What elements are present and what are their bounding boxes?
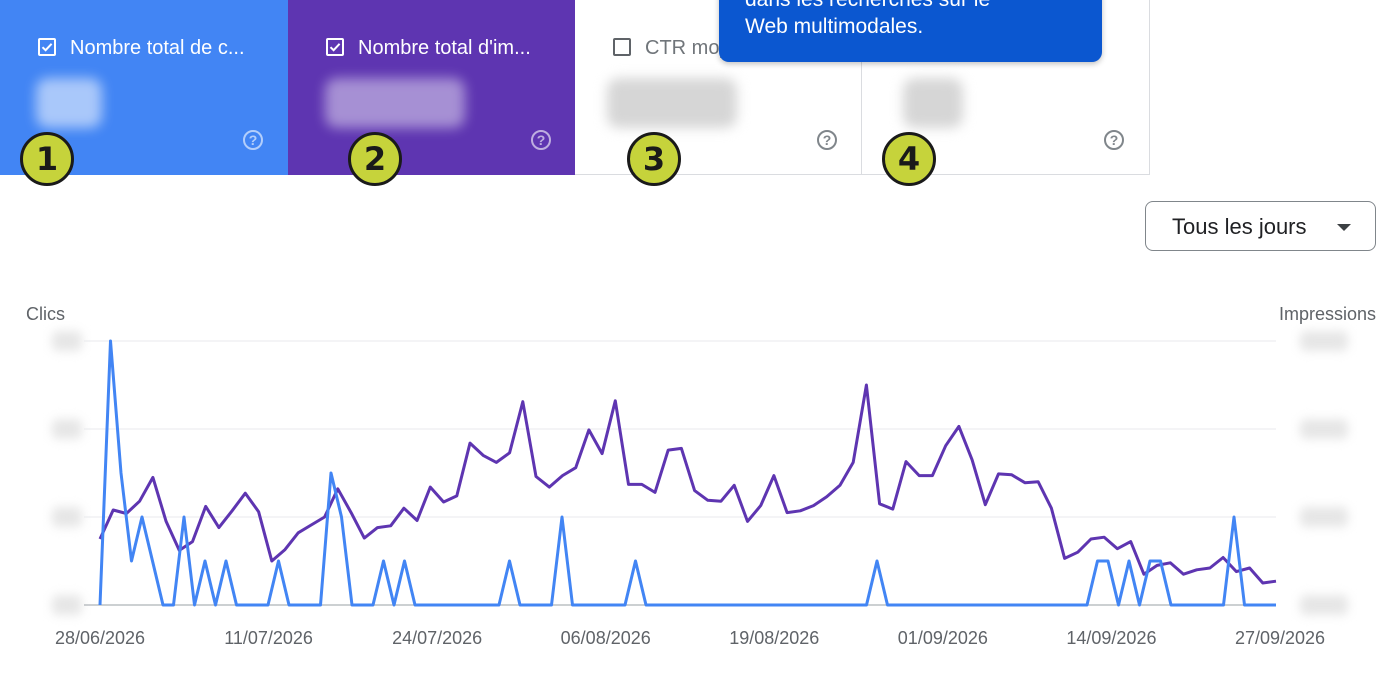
tooltip-popup: dans les recherches sur le Web multimoda… xyxy=(719,0,1102,62)
help-icon[interactable]: ? xyxy=(1104,130,1124,150)
right-axis-tick-blurred xyxy=(1300,595,1348,615)
metric-value-blurred xyxy=(36,78,102,128)
right-axis-tick-blurred xyxy=(1300,507,1348,527)
select-value: Tous les jours xyxy=(1172,214,1307,239)
metric-value-blurred xyxy=(325,78,465,128)
left-axis-title: Clics xyxy=(26,304,65,324)
metric-label: Nombre total d'im... xyxy=(358,37,531,59)
metric-value-blurred xyxy=(607,78,737,128)
annotation-badge-2: 2 xyxy=(348,132,402,186)
metric-card-total-impressions[interactable]: Nombre total d'im... ? xyxy=(288,0,575,175)
x-tick-label: 28/06/2026 xyxy=(55,628,145,648)
x-tick-label: 27/09/2026 xyxy=(1235,628,1325,648)
tooltip-text-line: dans les recherches sur le xyxy=(745,0,990,12)
left-axis-tick-blurred xyxy=(52,507,82,527)
x-tick-label: 19/08/2026 xyxy=(729,628,819,648)
series-line-impressions[interactable] xyxy=(98,383,1277,585)
metric-label: CTR moy xyxy=(645,37,730,59)
left-axis-tick-blurred xyxy=(52,595,82,615)
help-icon[interactable]: ? xyxy=(243,130,263,150)
left-axis-tick-blurred xyxy=(52,419,82,439)
x-tick-label: 11/07/2026 xyxy=(224,628,313,648)
right-axis-tick-blurred xyxy=(1300,331,1348,351)
performance-chart[interactable]: 28/06/2026 11/07/2026 24/07/2026 06/08/2026… xyxy=(0,320,1400,674)
right-axis-tick-blurred xyxy=(1300,419,1348,439)
x-tick-label: 24/07/2026 xyxy=(392,628,482,648)
checkbox-checked-icon[interactable] xyxy=(326,38,344,56)
date-granularity-select[interactable]: Tous les jours xyxy=(1145,201,1376,251)
dropdown-arrow-icon xyxy=(1337,224,1351,231)
series-line-clics[interactable] xyxy=(98,339,1276,607)
annotation-badge-1: 1 xyxy=(20,132,74,186)
x-tick-label: 14/09/2026 xyxy=(1066,628,1156,648)
right-axis-title: Impressions xyxy=(1278,304,1376,324)
x-tick-label: 06/08/2026 xyxy=(561,628,651,648)
x-tick-label: 01/09/2026 xyxy=(898,628,988,648)
annotation-badge-3: 3 xyxy=(627,132,681,186)
annotation-badge-4: 4 xyxy=(882,132,936,186)
checkbox-unchecked-icon[interactable] xyxy=(613,38,631,56)
metric-value-blurred xyxy=(903,78,963,128)
left-axis-tick-blurred xyxy=(52,331,82,351)
help-icon[interactable]: ? xyxy=(817,130,837,150)
checkbox-checked-icon[interactable] xyxy=(38,38,56,56)
help-icon[interactable]: ? xyxy=(531,130,551,150)
tooltip-text-line: Web multimodales. xyxy=(745,15,924,38)
metric-label: Nombre total de c... xyxy=(70,37,245,59)
